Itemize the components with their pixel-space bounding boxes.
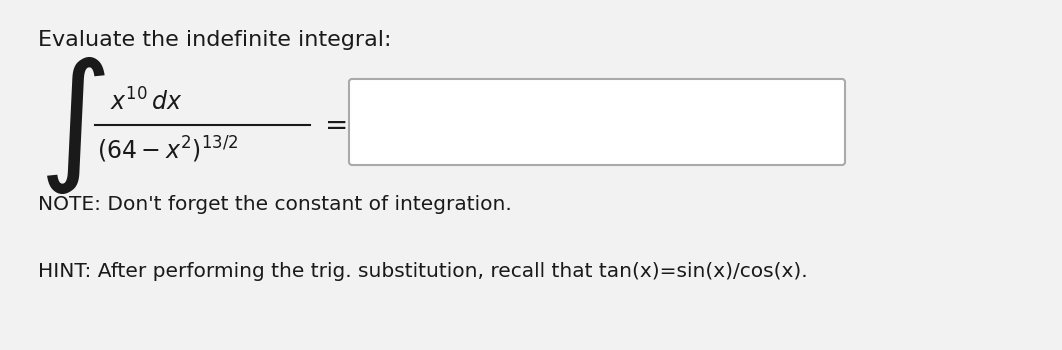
Text: $(64 - x^2)^{13/2}$: $(64 - x^2)^{13/2}$ (97, 135, 238, 165)
Text: =: = (325, 112, 348, 140)
Text: Evaluate the indefinite integral:: Evaluate the indefinite integral: (38, 30, 392, 50)
Text: $\int$: $\int$ (38, 55, 105, 196)
Text: $x^{10}\,dx$: $x^{10}\,dx$ (110, 89, 183, 116)
FancyBboxPatch shape (349, 79, 845, 165)
Text: NOTE: Don't forget the constant of integration.: NOTE: Don't forget the constant of integ… (38, 195, 512, 214)
Text: HINT: After performing the trig. substitution, recall that tan(x)=sin(x)/cos(x).: HINT: After performing the trig. substit… (38, 262, 807, 281)
